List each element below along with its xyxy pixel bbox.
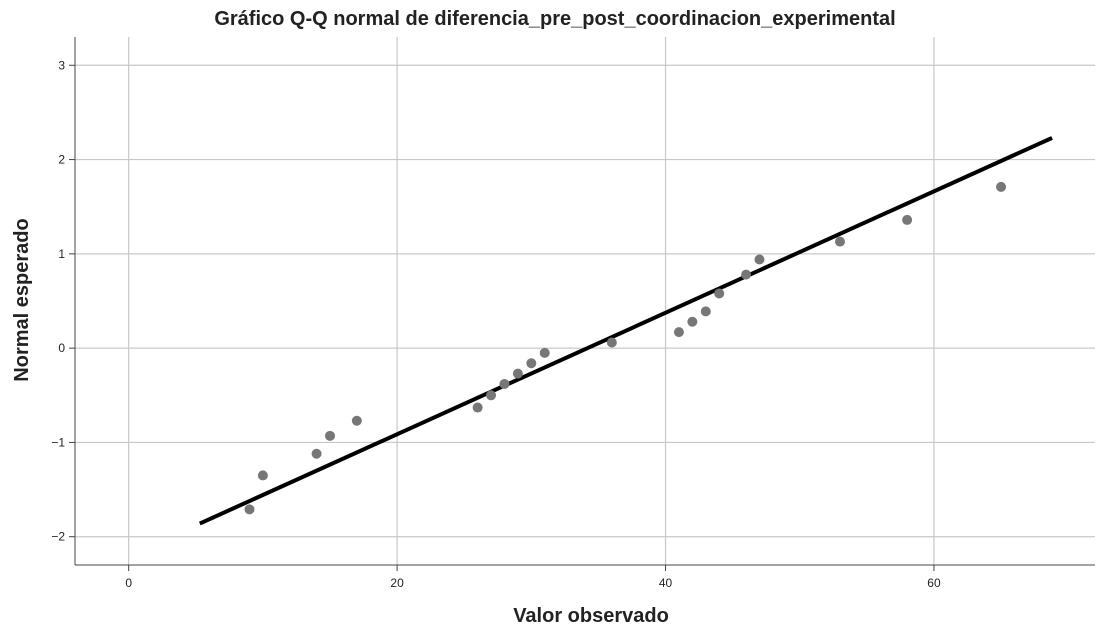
y-tick-label: −2	[51, 530, 65, 544]
y-tick-label: −1	[51, 435, 65, 449]
axes	[69, 37, 1095, 571]
y-tick-label: 3	[58, 58, 65, 72]
data-point	[325, 430, 335, 441]
y-tick-label: 1	[58, 247, 65, 261]
data-points	[244, 181, 1007, 515]
data-point	[311, 448, 322, 459]
data-point	[754, 254, 765, 265]
data-point	[257, 470, 268, 481]
chart-title: Gráfico Q-Q normal de diferencia_pre_pos…	[214, 8, 895, 30]
data-point	[902, 214, 913, 225]
data-point	[472, 402, 483, 413]
reference-line	[198, 136, 1053, 526]
data-point	[486, 390, 497, 401]
data-point	[700, 306, 711, 317]
data-point	[741, 269, 752, 280]
data-point	[714, 288, 725, 299]
data-point	[835, 236, 845, 247]
data-point	[351, 415, 362, 426]
y-tick-label: 2	[58, 153, 65, 167]
y-axis-label: Normal esperado	[11, 218, 33, 381]
data-point	[512, 368, 523, 379]
x-tick-label: 60	[927, 576, 941, 590]
x-axis-label: Valor observado	[513, 605, 669, 627]
data-point	[673, 327, 684, 338]
y-tick-label: 0	[58, 341, 65, 355]
tick-labels: 0 20 40 60 −2 −1 0 1 2 3	[51, 58, 941, 590]
data-point	[526, 358, 537, 369]
data-point	[539, 347, 550, 358]
x-tick-label: 40	[659, 576, 673, 590]
x-tick-label: 20	[390, 576, 404, 590]
data-point	[244, 504, 255, 515]
grid-lines	[75, 37, 1095, 565]
data-point	[687, 316, 698, 327]
data-point	[606, 337, 617, 348]
x-tick-label: 0	[125, 576, 132, 590]
data-point	[499, 378, 510, 389]
reference-line-layer	[198, 136, 1053, 526]
data-point	[996, 181, 1007, 192]
